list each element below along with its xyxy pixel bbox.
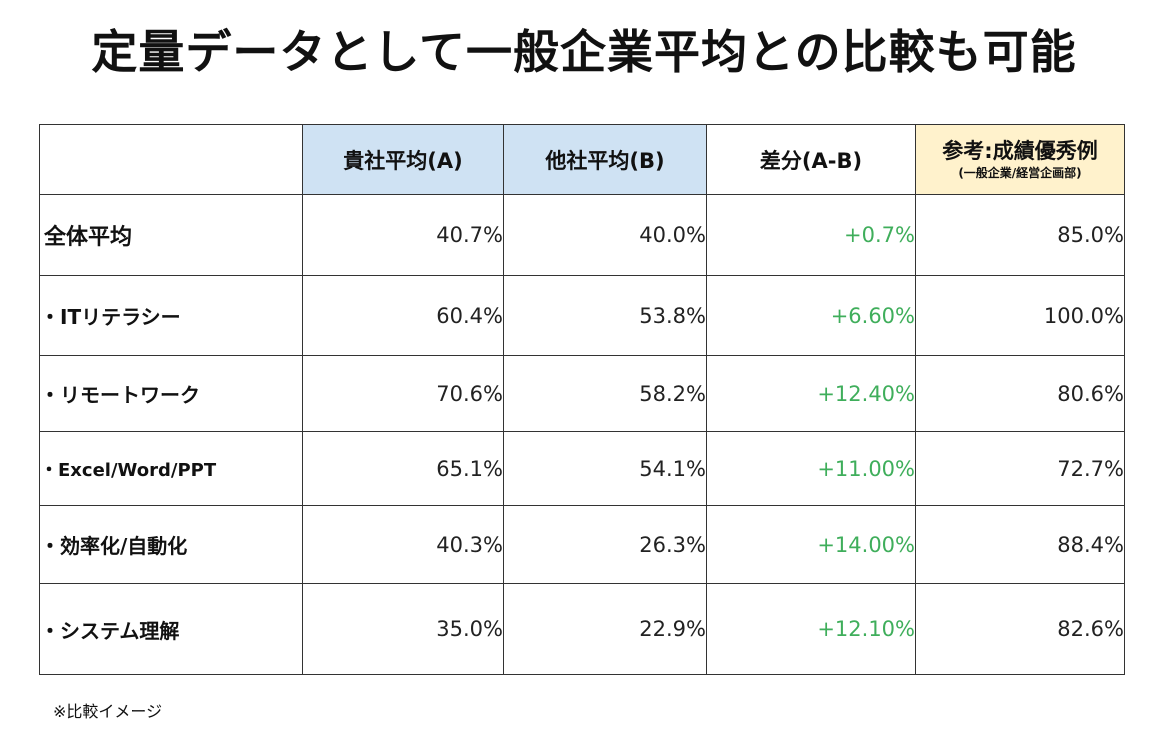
comparison-table: 貴社平均(A) 他社平均(B) 差分(A-B) 参考:成績優秀例 (一般企業/経… — [39, 124, 1125, 675]
header-reference: 参考:成績優秀例 (一般企業/経営企画部) — [915, 124, 1125, 195]
company-average-value: 60.4% — [302, 275, 504, 356]
header-reference-title: 参考:成績優秀例 — [942, 138, 1098, 163]
row-label: ・Excel/Word/PPT — [39, 431, 303, 506]
other-average-value: 54.1% — [503, 431, 707, 506]
page-title: 定量データとして一般企業平均との比較も可能 — [91, 25, 1077, 79]
other-average-value: 26.3% — [503, 505, 707, 584]
row-label: 全体平均 — [39, 194, 303, 276]
company-average-value: 70.6% — [302, 355, 504, 432]
difference-value: +0.7% — [706, 194, 916, 276]
reference-value: 72.7% — [915, 431, 1125, 506]
table-row: ・システム理解 35.0% 22.9% +12.10% 82.6% — [39, 583, 1125, 675]
reference-value: 100.0% — [915, 275, 1125, 356]
company-average-value: 40.7% — [302, 194, 504, 276]
header-other-average: 他社平均(B) — [503, 124, 707, 195]
company-average-value: 35.0% — [302, 583, 504, 675]
row-label: ・ITリテラシー — [39, 275, 303, 356]
difference-value: +12.40% — [706, 355, 916, 432]
header-company-average: 貴社平均(A) — [302, 124, 504, 195]
company-average-value: 65.1% — [302, 431, 504, 506]
footnote: ※比較イメージ — [53, 702, 163, 721]
difference-value: +14.00% — [706, 505, 916, 584]
difference-value: +6.60% — [706, 275, 916, 356]
reference-value: 80.6% — [915, 355, 1125, 432]
other-average-value: 53.8% — [503, 275, 707, 356]
row-label: ・システム理解 — [39, 583, 303, 675]
header-difference: 差分(A-B) — [706, 124, 916, 195]
reference-value: 88.4% — [915, 505, 1125, 584]
table-row: ・ITリテラシー 60.4% 53.8% +6.60% 100.0% — [39, 275, 1125, 356]
reference-value: 85.0% — [915, 194, 1125, 276]
row-label: ・効率化/自動化 — [39, 505, 303, 584]
other-average-value: 22.9% — [503, 583, 707, 675]
difference-value: +12.10% — [706, 583, 916, 675]
table-header-row: 貴社平均(A) 他社平均(B) 差分(A-B) 参考:成績優秀例 (一般企業/経… — [39, 124, 1125, 195]
difference-value: +11.00% — [706, 431, 916, 506]
table-row: ・効率化/自動化 40.3% 26.3% +14.00% 88.4% — [39, 505, 1125, 584]
row-label: ・リモートワーク — [39, 355, 303, 432]
header-reference-subtitle: (一般企業/経営企画部) — [958, 165, 1082, 180]
other-average-value: 40.0% — [503, 194, 707, 276]
other-average-value: 58.2% — [503, 355, 707, 432]
header-blank-cell — [39, 124, 303, 195]
company-average-value: 40.3% — [302, 505, 504, 584]
table-row: ・Excel/Word/PPT 65.1% 54.1% +11.00% 72.7… — [39, 431, 1125, 506]
table-row: ・リモートワーク 70.6% 58.2% +12.40% 80.6% — [39, 355, 1125, 432]
reference-value: 82.6% — [915, 583, 1125, 675]
table-row: 全体平均 40.7% 40.0% +0.7% 85.0% — [39, 194, 1125, 276]
